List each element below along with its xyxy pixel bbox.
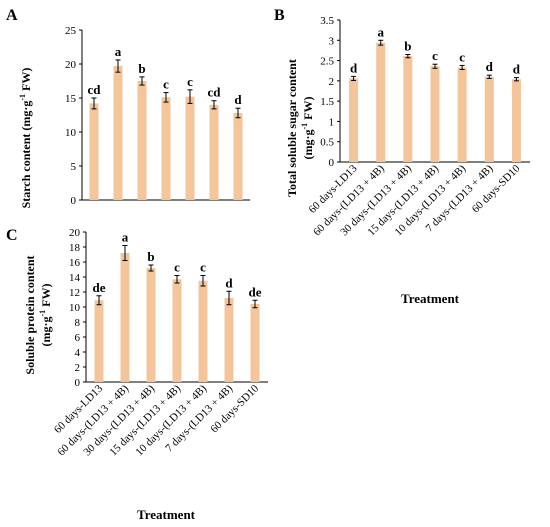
bar-b-5 [484, 76, 494, 162]
y-axis-title-c-line1: Soluble protein content [23, 255, 37, 374]
y-tick-label-a-5: 25 [65, 25, 77, 37]
bar-a-6 [233, 112, 243, 200]
bar-b-4 [457, 67, 467, 162]
significance-label-c-4: c [200, 260, 206, 275]
significance-label-b-1: a [377, 24, 384, 39]
y-tick-label-a-0: 0 [71, 195, 77, 207]
y-tick-label-c-10: 20 [69, 227, 81, 239]
y-tick-label-a-2: 10 [65, 127, 77, 139]
bar-c-6 [250, 304, 260, 382]
y-tick-label-c-0: 0 [75, 377, 81, 389]
y-axis-title-b-line2: (mg·g-1 FW) [300, 96, 315, 159]
y-tick-label-c-7: 14 [69, 272, 81, 284]
x-axis-title-c: Treatment [137, 507, 196, 522]
y-axis-title-c-line2: (mg·g-1 FW) [38, 283, 53, 346]
significance-label-a-4: c [187, 74, 193, 89]
bar-c-4 [198, 280, 208, 382]
bar-a-4 [185, 96, 195, 200]
bar-c-1 [120, 253, 130, 382]
significance-label-a-5: cd [208, 85, 222, 100]
panel-letter-c: C [6, 227, 18, 244]
bar-b-1 [376, 42, 386, 162]
x-axis-title-b: Treatment [401, 291, 460, 306]
significance-label-a-6: d [234, 92, 242, 107]
significance-label-b-2: b [404, 38, 411, 53]
bar-c-5 [224, 298, 234, 382]
y-tick-label-b-1: 0.5 [320, 137, 334, 149]
significance-label-b-6: d [513, 62, 521, 77]
bar-b-3 [430, 66, 440, 162]
significance-label-c-5: d [225, 275, 233, 290]
y-tick-label-c-4: 8 [75, 317, 81, 329]
panel-letter-a: A [6, 7, 18, 24]
bar-a-0 [89, 103, 99, 200]
y-axis-title-b-line1: Total soluble sugar content [285, 59, 299, 197]
category-label-b-6: 60 days-SD10 [470, 162, 523, 215]
y-tick-label-a-1: 5 [71, 161, 77, 173]
bar-b-2 [403, 56, 413, 163]
significance-label-a-2: b [138, 61, 145, 76]
y-tick-label-b-2: 1 [329, 116, 335, 128]
y-tick-label-c-9: 18 [69, 242, 81, 254]
significance-label-c-6: de [249, 284, 262, 299]
bar-a-2 [137, 81, 147, 200]
y-tick-label-c-1: 2 [75, 362, 81, 374]
significance-label-b-3: c [432, 48, 438, 63]
significance-label-a-0: cd [88, 82, 102, 97]
significance-label-b-5: d [486, 59, 494, 74]
bar-a-5 [209, 104, 219, 200]
y-tick-label-a-3: 15 [65, 93, 77, 105]
panel-letter-b: B [274, 7, 285, 24]
significance-label-b-0: d [350, 60, 358, 75]
y-tick-label-c-2: 4 [75, 347, 81, 359]
y-tick-label-b-5: 2.5 [320, 56, 334, 68]
y-tick-label-c-3: 6 [75, 332, 81, 344]
panel-c: C Soluble protein content (mg·g-1 FW) 0 2… [6, 227, 268, 522]
bar-c-3 [172, 279, 182, 382]
significance-label-c-1: a [122, 230, 129, 245]
y-axis-title-a: Starch content (mg·g-1 FW) [18, 68, 33, 209]
significance-label-a-1: a [115, 44, 122, 59]
significance-label-a-3: c [163, 77, 169, 92]
y-tick-label-b-3: 1.5 [320, 96, 334, 108]
bar-c-0 [94, 300, 104, 382]
panel-b: B Total soluble sugar content (mg·g-1 FW… [274, 7, 530, 306]
significance-label-c-0: de [93, 280, 106, 295]
y-tick-label-b-4: 2 [329, 76, 335, 88]
bar-b-0 [349, 78, 359, 162]
y-tick-label-c-5: 10 [69, 302, 81, 314]
y-tick-label-c-8: 16 [69, 257, 81, 269]
significance-label-c-3: c [174, 260, 180, 275]
y-tick-label-a-4: 20 [65, 59, 77, 71]
significance-label-b-4: c [459, 49, 465, 64]
y-tick-label-c-6: 12 [69, 287, 80, 299]
bar-c-2 [146, 268, 156, 382]
y-tick-label-b-6: 3 [329, 35, 335, 47]
panel-a: A Starch content (mg·g-1 FW) 0 5 10 15 20 25 c… [6, 7, 250, 208]
bar-a-3 [161, 97, 171, 200]
significance-label-c-2: b [147, 249, 154, 264]
bar-a-1 [113, 66, 123, 200]
y-tick-label-b-7: 3.5 [320, 15, 334, 27]
y-tick-label-b-0: 0 [329, 157, 335, 169]
bar-b-6 [511, 79, 521, 162]
